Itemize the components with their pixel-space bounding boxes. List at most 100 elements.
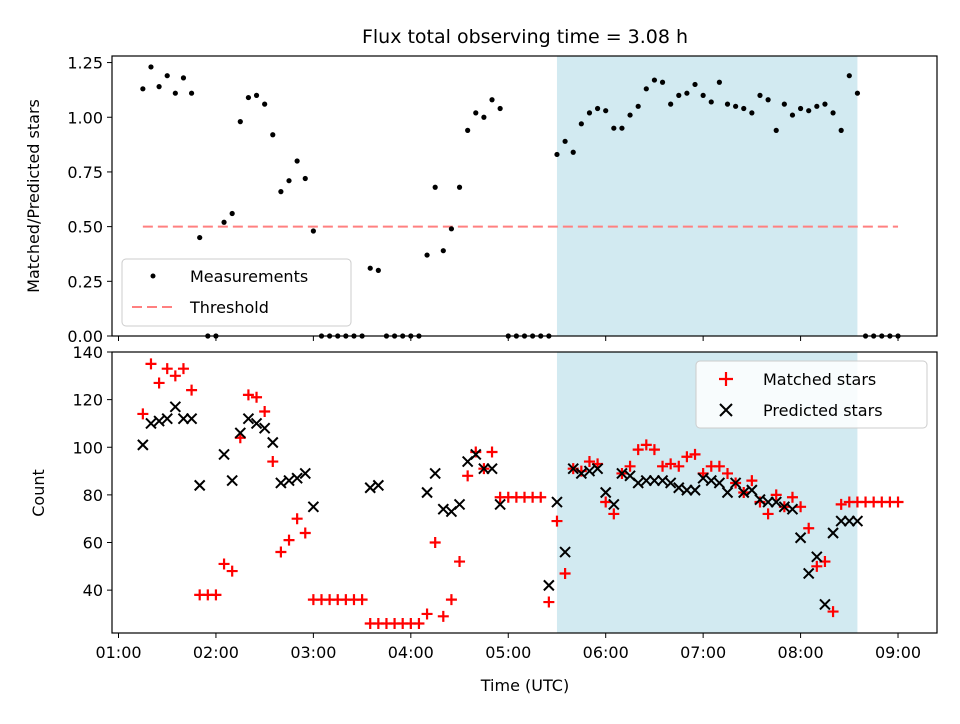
measurement-point	[854, 90, 861, 96]
measurement-point	[245, 94, 252, 101]
predicted-star-marker	[778, 501, 791, 513]
x-tick-label: 09:00	[875, 643, 921, 662]
predicted-star-marker	[835, 515, 847, 527]
measurement-point	[594, 105, 601, 112]
measurement-point	[140, 86, 146, 92]
predicted-star-marker	[193, 479, 206, 492]
predicted-star-marker	[664, 477, 677, 489]
bottom-panel: 01:00 02:00 03:00 04:00 05:00 06:00 07:00 08:00…	[29, 343, 938, 695]
measurement-point	[724, 101, 731, 107]
predicted-star-marker	[258, 422, 271, 434]
measurement-point	[302, 175, 308, 182]
matched-star-marker	[462, 470, 474, 482]
predicted-star-marker	[145, 417, 157, 430]
measurement-point	[164, 73, 170, 79]
measurement-point	[611, 125, 617, 131]
matched-stars-points	[137, 358, 904, 629]
legend-matched-marker	[719, 372, 733, 386]
matched-star-marker	[543, 596, 555, 608]
measurement-point	[188, 90, 195, 96]
matched-star-marker	[835, 498, 847, 510]
matched-star-marker	[137, 408, 149, 420]
x-tick-label: 07:00	[680, 643, 726, 662]
matched-star-marker	[356, 594, 368, 606]
predicted-star-marker	[738, 486, 750, 499]
predicted-star-marker	[283, 474, 295, 487]
measurement-point	[830, 110, 836, 116]
predicted-star-marker	[640, 474, 653, 487]
legend-threshold-label: Threshold	[189, 298, 269, 317]
predicted-star-marker	[250, 417, 263, 430]
matched-star-marker	[413, 617, 425, 629]
top-highlight-span	[556, 56, 858, 336]
measurement-point	[253, 92, 260, 98]
matched-star-marker	[657, 460, 669, 472]
measurement-point	[733, 103, 739, 109]
measurement-point	[692, 81, 698, 88]
matched-star-marker	[803, 522, 815, 534]
matched-star-marker	[583, 456, 595, 468]
predicted-star-marker	[583, 465, 596, 477]
predicted-star-marker	[591, 462, 604, 475]
bottom-y-tick-label: 140	[72, 343, 103, 362]
predicted-star-marker	[632, 477, 644, 489]
bottom-y-tick-label: 60	[83, 534, 103, 553]
measurement-point	[806, 108, 812, 114]
x-tick-label: 05:00	[485, 643, 531, 662]
matched-star-marker	[551, 515, 563, 527]
measurement-point	[465, 127, 471, 133]
measurement-point	[708, 99, 714, 105]
bottom-axis-ticks: 01:00 02:00 03:00 04:00 05:00 06:00 07:00 08:00…	[72, 343, 921, 662]
measurement-point	[197, 234, 203, 241]
predicted-star-marker	[746, 484, 758, 496]
predicted-star-marker	[161, 412, 173, 425]
predicted-star-marker	[786, 503, 799, 515]
measurement-point	[570, 149, 576, 155]
predicted-star-marker	[453, 498, 466, 511]
predicted-star-marker	[575, 467, 588, 480]
predicted-star-marker	[567, 462, 579, 475]
measurement-point	[749, 110, 755, 116]
measurement-point	[684, 90, 690, 96]
matched-star-marker	[786, 491, 798, 503]
predicted-star-marker	[608, 498, 620, 511]
measurement-point	[221, 219, 227, 225]
matched-star-marker	[892, 496, 904, 508]
matched-star-marker	[145, 358, 157, 370]
x-tick-label: 02:00	[193, 643, 239, 662]
predicted-star-marker	[275, 477, 287, 489]
predicted-star-marker	[673, 482, 685, 494]
predicted-star-marker	[185, 412, 198, 425]
measurement-point	[367, 265, 373, 271]
measurement-points	[140, 64, 901, 339]
matched-star-marker	[746, 475, 758, 487]
measurement-point	[432, 184, 438, 190]
bottom-y-tick-label: 80	[83, 486, 103, 505]
measurement-point	[765, 97, 771, 103]
chart-title: Flux total observing time = 3.08 h	[362, 26, 688, 48]
predicted-star-marker	[729, 477, 742, 489]
x-tick-label: 08:00	[778, 643, 824, 662]
bottom-plot-frame	[111, 351, 938, 634]
measurement-point	[262, 101, 268, 107]
predicted-star-marker	[234, 427, 247, 439]
matched-star-marker	[600, 496, 612, 508]
predicted-star-marker	[421, 486, 433, 499]
predicted-star-marker	[681, 484, 693, 496]
matched-star-marker	[689, 448, 701, 460]
predicted-star-marker	[762, 496, 774, 508]
predicted-star-marker	[648, 474, 661, 487]
predicted-star-marker	[429, 467, 441, 480]
measurement-point	[651, 77, 658, 83]
measurement-point	[619, 125, 625, 131]
top-y-tick-label: 0.75	[67, 163, 103, 182]
matched-star-marker	[673, 460, 685, 472]
measurement-point	[789, 112, 796, 118]
predicted-star-marker	[689, 484, 701, 496]
x-tick-label: 04:00	[388, 643, 434, 662]
predicted-star-marker	[616, 467, 628, 480]
matched-star-marker	[437, 610, 449, 622]
matched-star-marker	[648, 444, 660, 456]
predicted-star-marker	[169, 401, 182, 413]
matched-star-marker	[275, 546, 287, 558]
